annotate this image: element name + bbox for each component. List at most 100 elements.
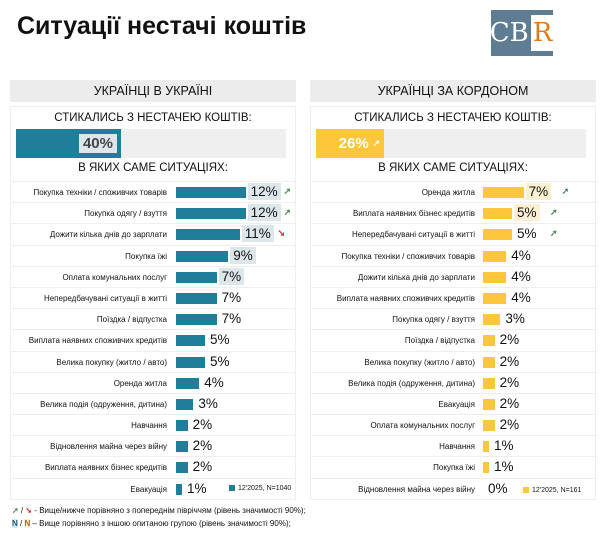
page-title: Ситуації нестачі коштів [17,12,307,40]
bar [483,208,512,220]
footnote-arrows: ➚ / ➘ - Вище/нижче порівняно з попередні… [12,506,306,515]
panel-ukraine: УКРАЇНЦІ В УКРАЇНІ СТИКАЛИСЬ З НЕСТАЧЕЮ … [10,80,296,500]
category-label: Покупка техніки / споживчих товарів [33,188,167,197]
category-label: Відновлення майна через війну [358,484,475,494]
category-label: Покупка їжі [433,463,475,473]
chart-row: Покупка техніки / споживчих товарів 12% ➚ [11,181,295,202]
chart-row: Велика покупку (житло / авто) 5% [11,350,295,372]
chart-row: Поїздка / відпустка 2% [311,329,595,350]
total-value: 40% [78,134,117,153]
bar [483,356,495,368]
bar [176,271,217,283]
category-label: Непередбачувані ситуації в житті [351,230,475,240]
total-bar: 40% [16,129,121,158]
chart-row: Покупка їжі 9% [11,244,295,266]
chart-row: Навчання 1% [311,435,595,456]
cbr-logo: CB R [490,10,555,56]
up-arrow-icon: ➚ [550,207,558,218]
legend: 12'2025, N=1040 [229,485,291,492]
chart-row: Велика подія (одруження, дитина) 2% [311,371,595,393]
up-arrow-icon: ➚ [283,186,292,196]
category-label: Виплата наявних бізнес кредитів [44,463,167,473]
value-label: 2% [192,459,213,475]
up-arrow-icon: ➚ [283,207,292,218]
category-label: Оплата комунальних послуг [62,272,167,282]
bar [176,250,229,262]
up-arrow-icon: ➚ [550,228,558,239]
category-label: Покупка одягу / взуття [392,315,475,325]
up-arrow-icon: ➚ [561,186,570,196]
category-label: Оплата комунальних послуг [370,421,475,431]
bar [483,398,495,410]
bar [176,462,188,474]
sep: / [17,519,25,528]
value-label: 2% [192,438,213,454]
sep: / [18,506,26,515]
category-label: Відновлення майна через війну [50,442,167,452]
value-label: 7% [525,183,552,200]
value-label: 1% [494,438,514,454]
value-label: 2% [192,417,213,433]
legend-label: 12'2025, N=1040 [238,484,292,492]
panel-abroad: УКРАЇНЦІ ЗА КОРДОНОМ СТИКАЛИСЬ З НЕСТАЧЕ… [310,80,596,500]
value-label: 4% [204,374,224,390]
panel-header: УКРАЇНЦІ В УКРАЇНІ [10,80,296,102]
value-label: 7% [221,311,242,327]
bar [483,420,495,432]
chart-row: Виплата наявних бізнес кредитів 5% ➚ [311,202,595,223]
chart-row: Велика покупку (житло / авто) 2% [311,350,595,372]
up-arrow-icon: ➚ [12,506,19,515]
value-label: 12% [247,183,281,200]
footnote-n: N / N – Вище порівняно з іншою опитаною … [12,519,291,528]
chart-row: Велика подія (одруження, дитина) 3% [11,392,295,414]
chart-row: Покупка їжі 1% [311,456,595,477]
bar [483,271,507,283]
category-label: Покупка одягу / взуття [84,209,167,219]
category-label: Поїздка / відпустка [404,336,475,346]
bar [176,356,205,368]
panel-body: СТИКАЛИСЬ З НЕСТАЧЕЮ КОШТІВ: 26% ➚ В ЯКИХ… [310,106,596,500]
bar [483,377,495,389]
bar [176,292,217,304]
chart-row: Покупка техніки / споживчих товарів 4% [311,244,595,266]
value-label: 7% [221,289,242,305]
value-label: 4% [511,268,531,284]
category-label: Покупка їжі [125,251,167,261]
down-arrow-icon: ➘ [25,506,33,515]
category-label: Навчання [131,421,167,431]
chart-row: Оренда житла 7% ➚ [311,181,595,202]
down-arrow-icon: ➘ [277,228,286,239]
bar [176,187,246,198]
category-label: Непередбачувані ситуації в житті [43,293,167,303]
legend-label: 12'2025, N=161 [532,486,582,494]
value-label: 1% [494,459,514,475]
category-label: Виплата наявних бізнес кредитів [352,209,475,219]
category-label: Оренда житла [113,378,167,388]
category-label: Велика подія (одруження, дитина) [348,378,475,388]
value-label: 1% [187,480,207,496]
chart-row: Покупка одягу / взуття 12% ➚ [11,202,295,223]
chart-row: Покупка одягу / взуття 3% [311,308,595,329]
chart-row: Оренда житла 4% [11,371,295,393]
value-label: 4% [511,289,531,305]
category-label: Навчання [439,442,475,452]
total-value: 26% [338,135,369,152]
chart-row: Непередбачувані ситуації в житті 7% [11,286,295,308]
category-label: Оренда житла [421,188,475,197]
value-label: 3% [505,311,525,327]
value-label: 2% [499,417,520,433]
category-label: Велика покупку (житло / авто) [56,357,167,367]
footnote-n-text: – Вище порівняно з іншою опитаною групою… [30,519,291,528]
category-label: Евакуація [130,484,167,494]
value-label: 5% [517,226,537,242]
bar [176,208,246,220]
n-mark-ukraine: N [12,519,18,528]
chart-row: Виплата наявних споживчих кредитів 5% [11,329,295,350]
bar [176,483,182,495]
legend: 12'2025, N=161 [523,487,581,494]
question-label: СТИКАЛИСЬ З НЕСТАЧЕЮ КОШТІВ: [354,112,552,124]
bar [176,441,188,453]
chart-row: Поїздка / відпустка 7% [11,308,295,329]
category-label: Виплата наявних споживчих кредитів [336,293,475,303]
value-label: 7% [218,267,245,285]
